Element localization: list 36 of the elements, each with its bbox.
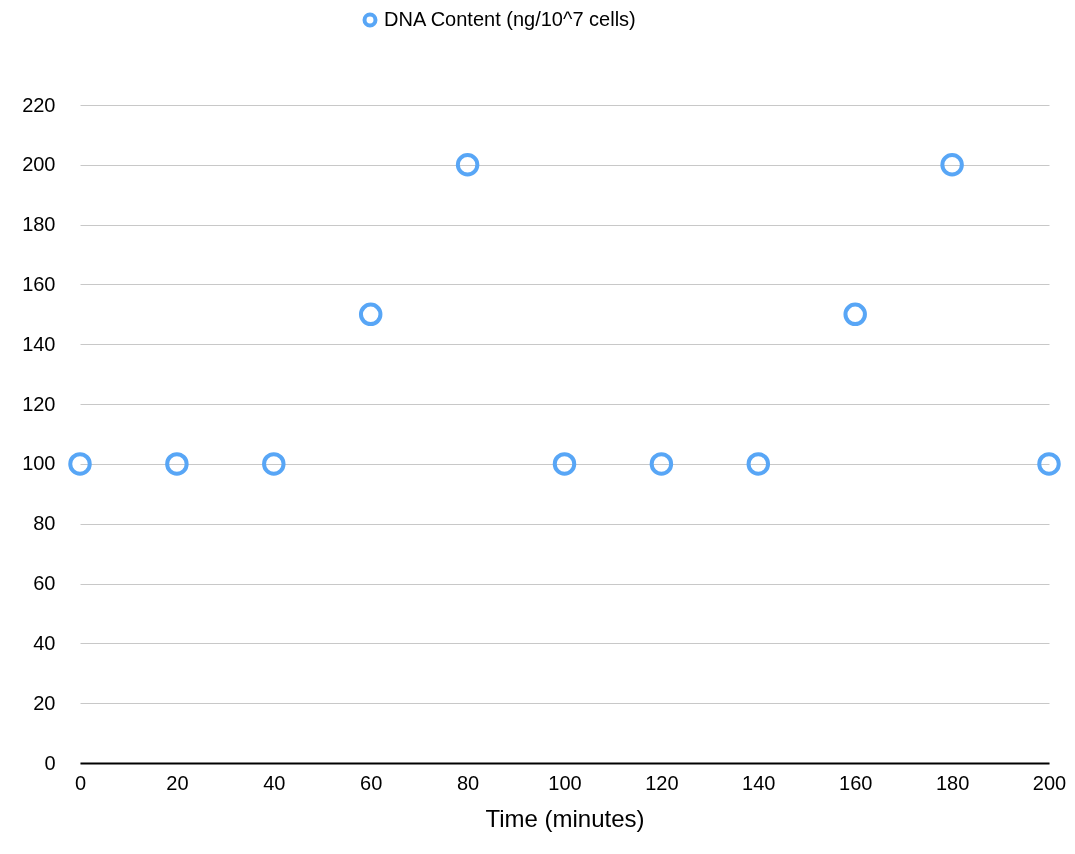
x-tick-label: 180 — [935, 771, 970, 794]
x-tick-label: 80 — [456, 771, 480, 794]
y-tick-label: 160 — [22, 272, 56, 295]
x-tick-label: 20 — [166, 771, 189, 794]
x-tick-label: 0 — [74, 771, 87, 794]
x-tick-label: 120 — [645, 771, 679, 794]
y-tick-label: 200 — [22, 153, 56, 176]
point — [746, 452, 771, 476]
y-tick-label: 0 — [44, 751, 56, 774]
point — [68, 452, 92, 476]
x-tick-label: 140 — [742, 771, 776, 794]
point — [455, 153, 480, 177]
point — [843, 302, 867, 327]
x-tick-label: 160 — [839, 771, 873, 794]
y-tick-label: 140 — [22, 332, 56, 355]
point — [940, 153, 964, 177]
point — [552, 452, 577, 476]
y-tick-label: 60 — [33, 572, 56, 595]
y-tick-label: 220 — [22, 93, 56, 116]
x-axis-title: Time (minutes) — [485, 804, 645, 832]
point — [358, 302, 383, 327]
point — [262, 452, 286, 476]
legend-label: DNA Content (ng/10^7 cells) — [384, 8, 636, 30]
y-tick-label: 20 — [33, 691, 56, 714]
point — [1037, 452, 1061, 476]
y-tick-label: 180 — [22, 213, 56, 236]
point — [165, 452, 189, 476]
y-tick-label: 80 — [33, 512, 56, 535]
y-tick-label: 120 — [22, 392, 56, 415]
point — [649, 452, 674, 476]
y-tick-label: 100 — [22, 452, 56, 475]
x-tick-label: 200 — [1032, 771, 1067, 794]
x-tick-label: 60 — [360, 771, 383, 794]
x-tick-label: 40 — [263, 771, 286, 794]
x-tick-label: 100 — [548, 771, 582, 794]
y-tick-label: 40 — [33, 631, 56, 654]
